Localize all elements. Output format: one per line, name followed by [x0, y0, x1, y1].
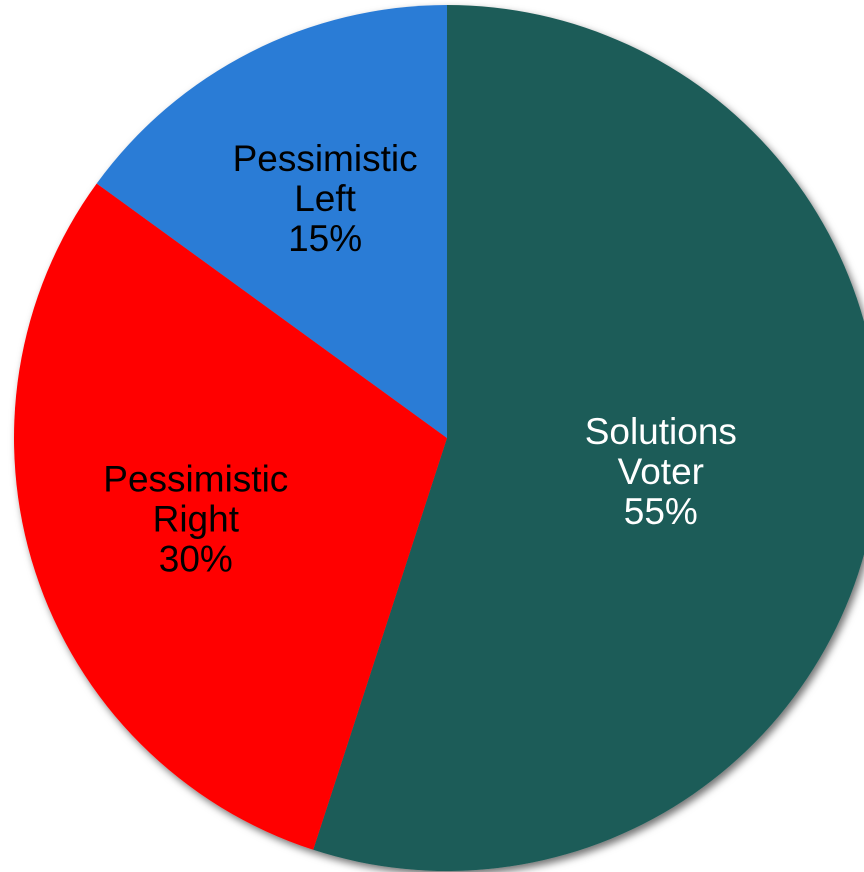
- pie-slices: [14, 4, 864, 871]
- slice-value-label: 55%: [624, 491, 698, 532]
- slice-name-label: Pessimistic: [103, 459, 288, 500]
- slice-name-label: Solutions: [585, 411, 737, 452]
- slice-label: Pessimistic Left 15%: [233, 138, 418, 259]
- slice-value-label: 15%: [288, 218, 362, 259]
- slice-name-label: Left: [294, 178, 356, 219]
- pie-slice-pessimistic-left: [96, 4, 447, 438]
- slice-label: Pessimistic Right 30%: [103, 459, 288, 580]
- slice-name-label: Voter: [618, 451, 704, 492]
- pie-slice-solutions-voter: [313, 5, 864, 871]
- slice-name-label: Pessimistic: [233, 138, 418, 179]
- slice-value-label: 30%: [159, 539, 233, 580]
- pie-slice-pessimistic-right: [14, 183, 448, 850]
- slice-label: Solutions Voter 55%: [585, 411, 737, 532]
- slice-name-label: Right: [153, 499, 240, 540]
- pie-labels: Solutions Voter 55%Pessimistic Right 30%Pess…: [103, 138, 737, 580]
